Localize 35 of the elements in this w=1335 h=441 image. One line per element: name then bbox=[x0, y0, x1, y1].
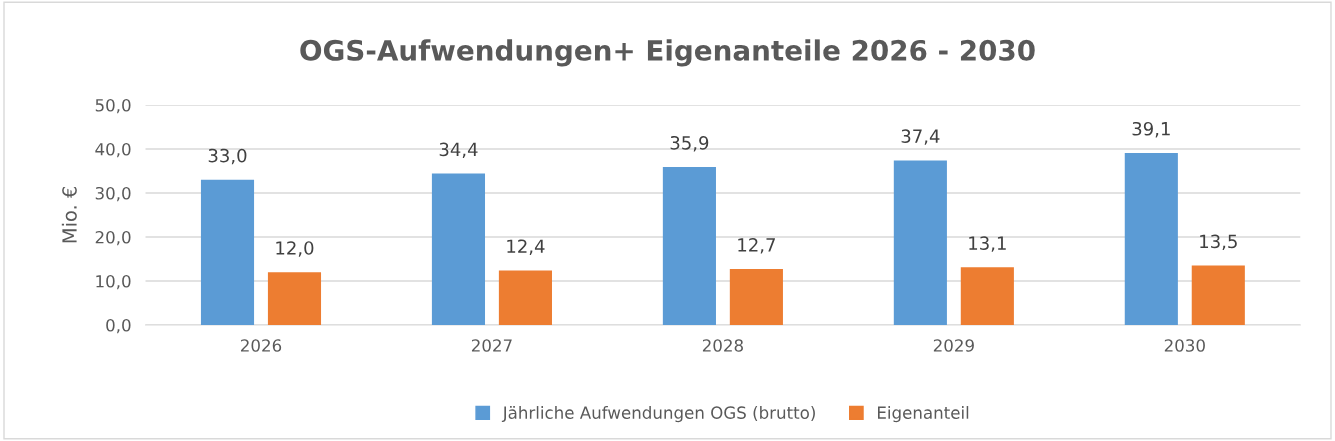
x-tick-label: 2029 bbox=[933, 339, 974, 352]
legend-label: Eigenanteil bbox=[878, 406, 969, 423]
data-label: 13,1 bbox=[969, 236, 1006, 252]
bar bbox=[729, 269, 783, 326]
y-tick-label: 0,0 bbox=[106, 318, 131, 334]
data-label: 34,4 bbox=[439, 142, 478, 159]
y-tick-label: 30,0 bbox=[95, 186, 131, 202]
bar bbox=[200, 179, 255, 326]
y-tick-label: 10,0 bbox=[96, 274, 131, 290]
bar bbox=[1124, 152, 1178, 326]
bar bbox=[431, 173, 486, 326]
bar bbox=[960, 267, 1014, 326]
data-label: 35,9 bbox=[670, 135, 709, 152]
bar bbox=[498, 270, 552, 326]
data-label: 12,0 bbox=[276, 241, 314, 257]
x-tick-label: 2026 bbox=[241, 339, 282, 352]
y-tick-label: 50,0 bbox=[95, 98, 131, 114]
data-label: 12,4 bbox=[507, 239, 545, 255]
data-label: 13,5 bbox=[1200, 234, 1237, 251]
x-tick-label: 2030 bbox=[1164, 339, 1205, 352]
y-tick-label: 20,0 bbox=[95, 230, 131, 246]
x-tick-label: 2028 bbox=[702, 339, 743, 352]
y-axis-title: Mio. € bbox=[61, 187, 77, 243]
data-label: 33,0 bbox=[208, 148, 247, 165]
data-label: 12,7 bbox=[738, 238, 775, 254]
bar bbox=[662, 167, 716, 326]
x-tick-label: 2027 bbox=[471, 339, 512, 352]
legend-label: Jährliche Aufwendungen OGS (brutto) bbox=[501, 406, 815, 423]
data-label: 37,4 bbox=[901, 129, 940, 145]
y-tick-label: 40,0 bbox=[95, 142, 131, 158]
bar bbox=[893, 160, 947, 326]
data-label: 39,1 bbox=[1132, 121, 1170, 138]
chart-title: OGS-Aufwendungen+ Eigenanteile 2026 - 2030 bbox=[300, 39, 1035, 67]
bar bbox=[1191, 265, 1245, 326]
bar bbox=[267, 272, 322, 326]
